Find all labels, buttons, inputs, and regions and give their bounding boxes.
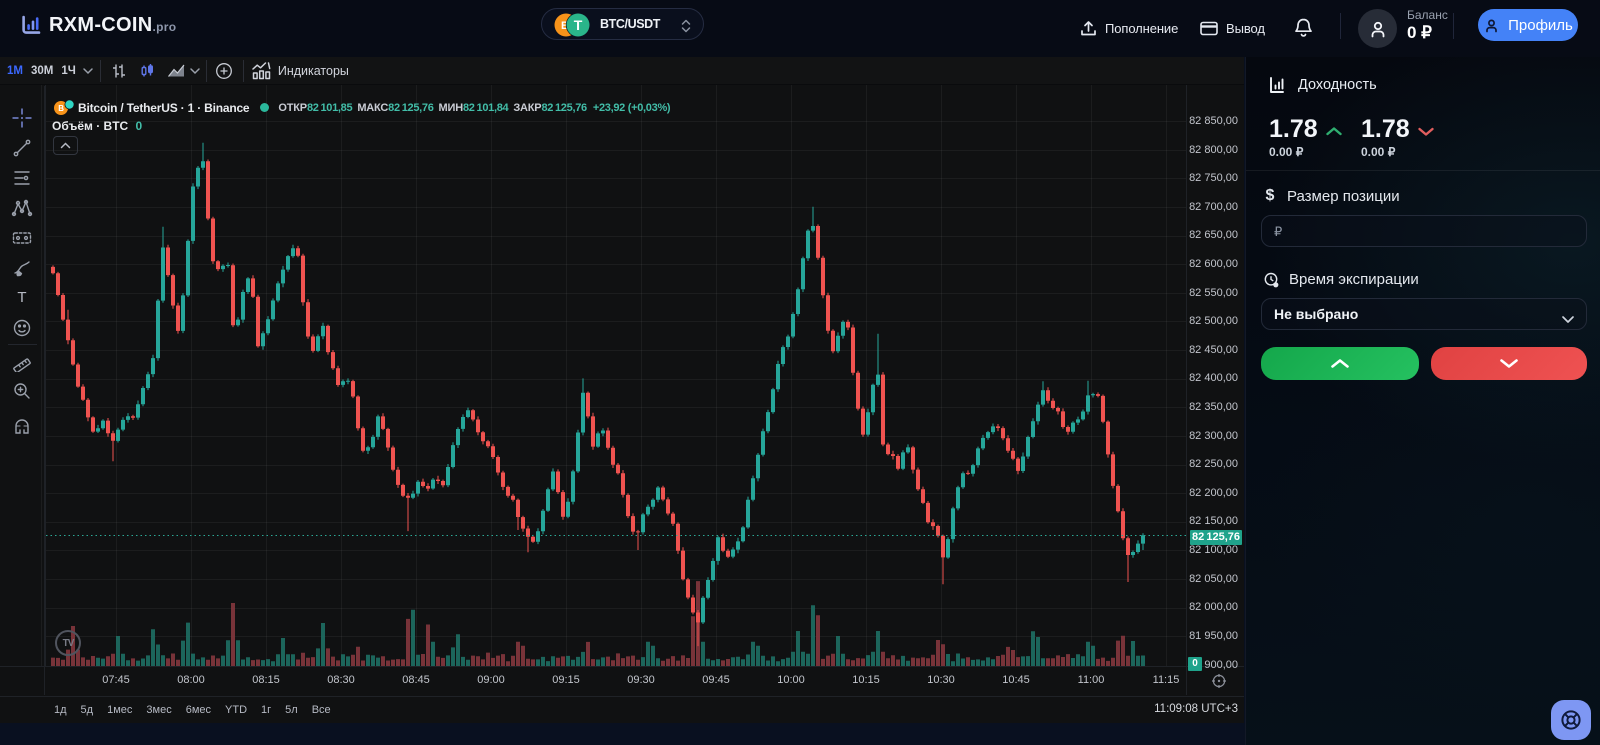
svg-text:B: B [58,104,64,113]
svg-text:B: B [561,20,569,32]
svg-text:T: T [574,17,583,33]
